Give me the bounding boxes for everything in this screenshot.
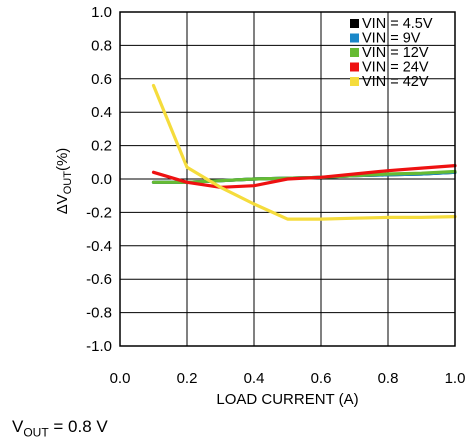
x-tick-label: 0.0 <box>110 370 131 387</box>
legend-label: VIN = 24V <box>362 60 429 76</box>
y-tick-label: -1.0 <box>86 338 112 355</box>
y-axis-label: ΔVOUT(%) <box>54 148 74 215</box>
y-tick-label: 0.0 <box>91 171 112 188</box>
y-tick-label: -0.2 <box>86 204 112 221</box>
x-tick-label: 0.4 <box>244 370 265 387</box>
footnote-tail: = 0.8 V <box>48 417 108 436</box>
x-tick-label: 0.8 <box>378 370 399 387</box>
series-line <box>151 164 457 189</box>
y-axis-label-sub: OUT <box>62 171 74 195</box>
x-tick-label: 1.0 <box>445 370 466 387</box>
legend-label: VIN = 4.5V <box>362 16 433 32</box>
footnote: VOUT = 0.8 V <box>12 417 108 439</box>
series-line <box>151 83 457 221</box>
x-tick-label: 0.6 <box>311 370 332 387</box>
legend-swatch <box>350 33 359 43</box>
x-axis-label: LOAD CURRENT (A) <box>216 391 358 408</box>
legend-label: VIN = 9V <box>362 31 421 47</box>
y-tick-label: 0.6 <box>91 71 112 88</box>
legend-label: VIN = 42V <box>362 74 429 90</box>
series-layer <box>151 83 457 221</box>
y-tick-label: 1.0 <box>91 4 112 21</box>
legend-swatch <box>350 19 359 28</box>
y-tick-label: 0.4 <box>91 104 112 121</box>
y-tick-labels: 1.0 0.8 0.6 0.4 0.2 0.0 -0.2 -0.4 -0.6 -0.8 -1.0 <box>86 4 112 355</box>
footnote-sub: OUT <box>23 425 49 440</box>
y-tick-label: -0.8 <box>86 305 112 322</box>
y-tick-label: -0.6 <box>86 271 112 288</box>
y-tick-label: -0.4 <box>86 238 112 255</box>
plot-frame <box>119 11 456 347</box>
y-tick-label: 0.8 <box>91 37 112 54</box>
footnote-main: V <box>12 417 24 436</box>
y-tick-label: 0.2 <box>91 138 112 155</box>
y-axis-label-main: ΔV <box>54 194 71 214</box>
x-tick-label: 0.2 <box>177 370 198 387</box>
legend-swatch <box>350 77 359 86</box>
y-axis-label-tail: (%) <box>54 148 71 171</box>
legend-swatch <box>350 62 359 72</box>
legend-swatch <box>350 48 359 57</box>
grid <box>120 12 455 346</box>
x-tick-labels: 0.0 0.2 0.4 0.6 0.8 1.0 <box>110 370 466 387</box>
legend-label: VIN = 12V <box>362 45 429 61</box>
